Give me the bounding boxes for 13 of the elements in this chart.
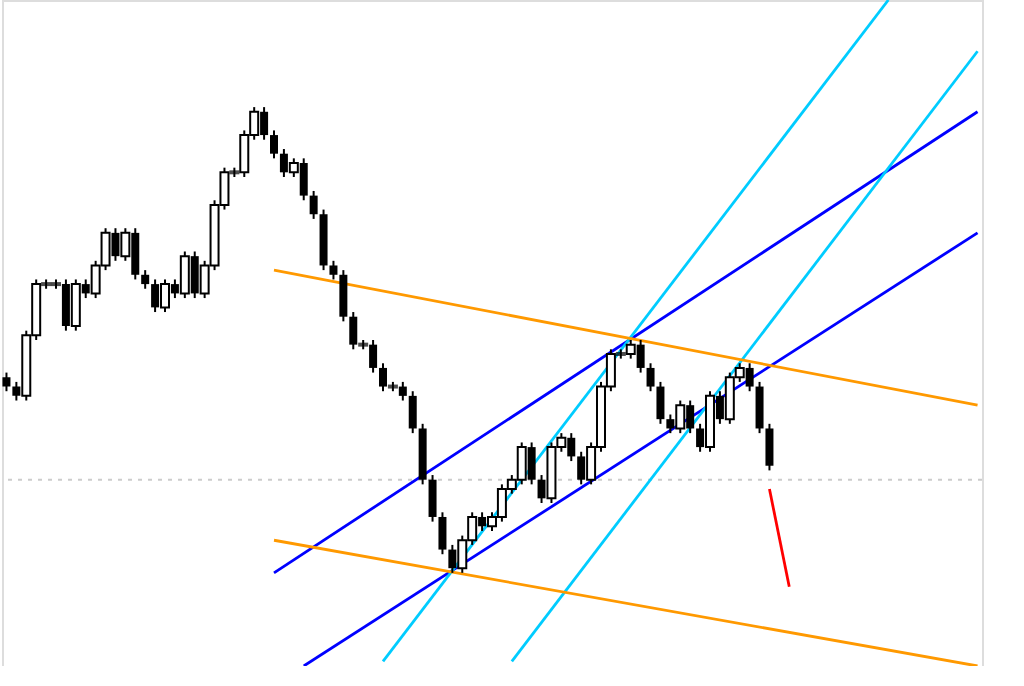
candlestick [309, 189, 318, 220]
candlestick [141, 269, 150, 290]
candlestick [2, 371, 11, 393]
candlestick [408, 390, 417, 435]
candlestick [339, 269, 348, 323]
candlestick [438, 511, 447, 556]
candlestick [270, 129, 278, 160]
candlestick [428, 474, 437, 523]
candlestick [646, 362, 655, 393]
candlestick [765, 422, 774, 472]
candlestick [656, 380, 665, 425]
candlestick [755, 380, 764, 435]
candlestick [329, 259, 338, 281]
